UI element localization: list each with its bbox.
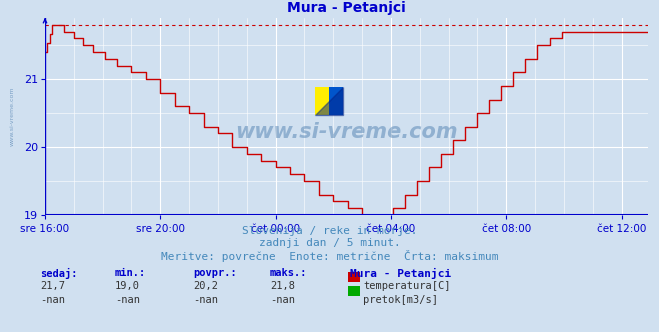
Bar: [315, 87, 329, 115]
Bar: [348, 286, 360, 296]
Text: pretok[m3/s]: pretok[m3/s]: [363, 295, 438, 305]
Text: sedaj:: sedaj:: [40, 268, 78, 279]
Polygon shape: [315, 87, 343, 115]
Text: temperatura[C]: temperatura[C]: [363, 281, 451, 291]
Text: -nan: -nan: [40, 295, 65, 305]
Text: zadnji dan / 5 minut.: zadnji dan / 5 minut.: [258, 238, 401, 248]
Text: 21,7: 21,7: [40, 281, 65, 291]
Text: -nan: -nan: [193, 295, 218, 305]
Text: 21,8: 21,8: [270, 281, 295, 291]
Text: -nan: -nan: [115, 295, 140, 305]
Text: Meritve: povrečne  Enote: metrične  Črta: maksimum: Meritve: povrečne Enote: metrične Črta: …: [161, 250, 498, 262]
Text: www.si-vreme.com: www.si-vreme.com: [235, 122, 458, 142]
Text: -nan: -nan: [270, 295, 295, 305]
Text: Slovenija / reke in morje.: Slovenija / reke in morje.: [242, 226, 417, 236]
Text: Mura - Petanjci: Mura - Petanjci: [350, 268, 451, 279]
Text: 19,0: 19,0: [115, 281, 140, 291]
Title: Mura - Petanjci: Mura - Petanjci: [287, 1, 406, 16]
Text: min.:: min.:: [115, 268, 146, 278]
Bar: [348, 272, 360, 282]
Text: 20,2: 20,2: [193, 281, 218, 291]
Text: www.si-vreme.com: www.si-vreme.com: [9, 87, 14, 146]
Text: maks.:: maks.:: [270, 268, 308, 278]
Bar: [329, 87, 343, 115]
Text: povpr.:: povpr.:: [193, 268, 237, 278]
